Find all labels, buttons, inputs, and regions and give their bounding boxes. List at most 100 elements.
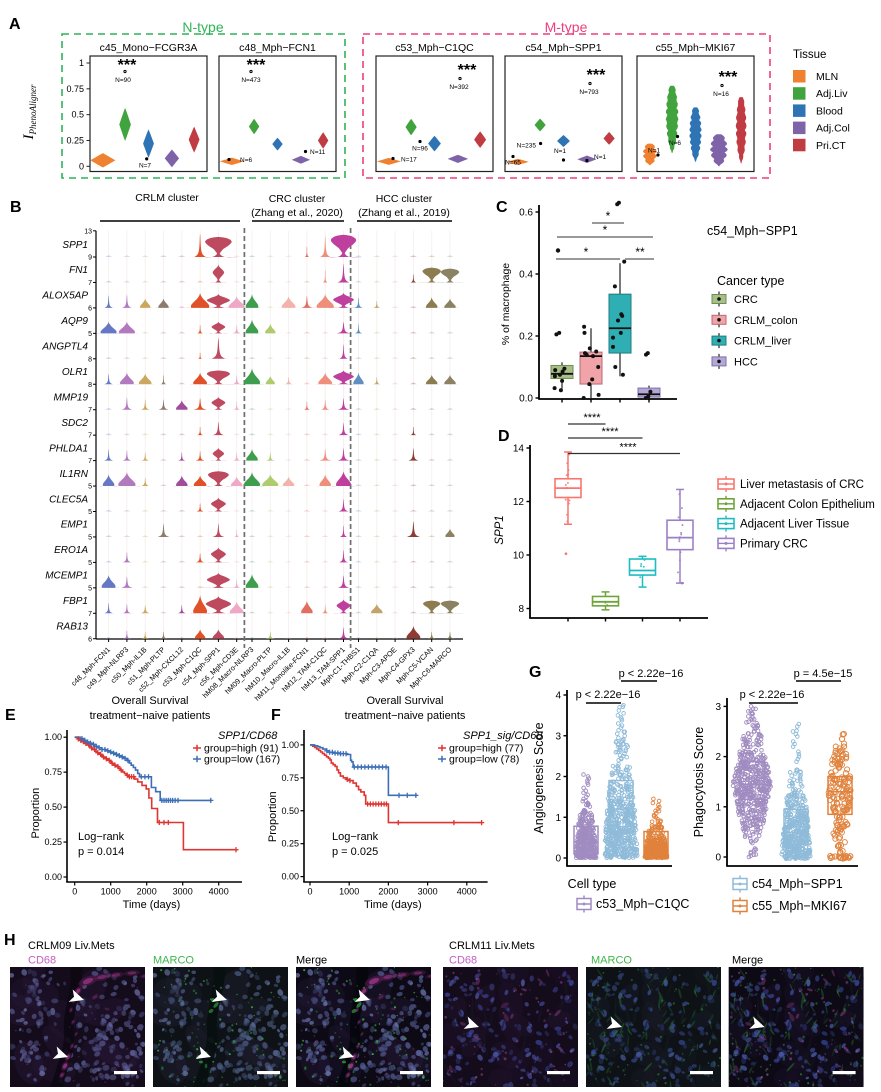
svg-text:c54_Mph−SPP1: c54_Mph−SPP1 bbox=[707, 224, 798, 238]
svg-text:treatment−naive patients: treatment−naive patients bbox=[90, 710, 211, 722]
svg-text:SPP1/CD68: SPP1/CD68 bbox=[218, 730, 278, 742]
svg-text:Adj.Col: Adj.Col bbox=[816, 123, 850, 135]
svg-text:***: *** bbox=[247, 57, 266, 74]
svg-text:***: *** bbox=[118, 57, 137, 74]
svg-text:N=6: N=6 bbox=[240, 157, 252, 164]
svg-text:ALOX5AP: ALOX5AP bbox=[41, 291, 88, 302]
svg-text:10: 10 bbox=[513, 551, 525, 562]
svg-text:Adjacent Liver Tissue: Adjacent Liver Tissue bbox=[740, 519, 849, 531]
svg-text:IPhenoAligner: IPhenoAligner bbox=[21, 84, 38, 140]
svg-text:N=16: N=16 bbox=[713, 91, 729, 98]
svg-text:N=96: N=96 bbox=[412, 146, 428, 153]
svg-text:1000: 1000 bbox=[339, 887, 359, 897]
svg-text:N=793: N=793 bbox=[579, 89, 599, 96]
svg-text:MARCO: MARCO bbox=[591, 955, 632, 967]
svg-text:CRLM_liver: CRLM_liver bbox=[734, 336, 792, 348]
svg-text:7: 7 bbox=[88, 458, 92, 465]
svg-text:ERO1A: ERO1A bbox=[54, 545, 88, 556]
svg-text:SPP1: SPP1 bbox=[494, 515, 506, 544]
svg-text:Proportion: Proportion bbox=[267, 791, 279, 842]
svg-text:***: *** bbox=[587, 67, 606, 84]
svg-text:RAB13: RAB13 bbox=[56, 622, 88, 633]
svg-text:N=7: N=7 bbox=[139, 163, 151, 170]
svg-text:N=90: N=90 bbox=[115, 77, 131, 84]
svg-text:2000: 2000 bbox=[137, 887, 157, 897]
svg-text:OLR1: OLR1 bbox=[62, 367, 88, 378]
svg-text:G: G bbox=[529, 664, 541, 681]
svg-text:Log−rank: Log−rank bbox=[78, 831, 125, 843]
svg-text:0.5: 0.5 bbox=[71, 110, 84, 120]
svg-text:0.75: 0.75 bbox=[281, 773, 299, 783]
svg-text:N=392: N=392 bbox=[449, 84, 469, 91]
svg-text:IL1RN: IL1RN bbox=[60, 469, 89, 480]
svg-text:1: 1 bbox=[715, 802, 721, 813]
svg-text:group=low (78): group=low (78) bbox=[449, 754, 519, 766]
svg-text:N=1: N=1 bbox=[648, 148, 660, 155]
svg-text:Cancer type: Cancer type bbox=[717, 274, 784, 288]
svg-text:7: 7 bbox=[88, 407, 92, 414]
svg-text:p < 2.22e−16: p < 2.22e−16 bbox=[619, 668, 684, 680]
svg-text:5: 5 bbox=[88, 585, 92, 592]
svg-text:p < 2.22e−16: p < 2.22e−16 bbox=[740, 689, 805, 701]
svg-text:0.50: 0.50 bbox=[44, 802, 62, 812]
svg-text:Overall Survival: Overall Survival bbox=[111, 695, 188, 707]
svg-text:CRC: CRC bbox=[734, 294, 758, 306]
svg-text:Log−rank: Log−rank bbox=[332, 831, 379, 843]
svg-text:0.25: 0.25 bbox=[281, 839, 299, 849]
svg-text:5: 5 bbox=[88, 509, 92, 516]
svg-text:*: * bbox=[606, 209, 611, 223]
svg-text:Liver metastasis of CRC: Liver metastasis of CRC bbox=[740, 479, 864, 491]
svg-text:C: C bbox=[496, 199, 508, 216]
svg-text:5: 5 bbox=[88, 560, 92, 567]
svg-text:4000: 4000 bbox=[457, 887, 477, 897]
svg-text:Merge: Merge bbox=[296, 955, 327, 967]
svg-text:c54_Mph−SPP1: c54_Mph−SPP1 bbox=[525, 42, 601, 54]
svg-text:***: *** bbox=[458, 62, 477, 79]
svg-text:N=6: N=6 bbox=[669, 140, 681, 147]
svg-text:Pri.CT: Pri.CT bbox=[816, 140, 846, 152]
svg-text:CD68: CD68 bbox=[449, 955, 477, 967]
svg-text:12: 12 bbox=[513, 497, 525, 508]
svg-text:3: 3 bbox=[715, 702, 721, 713]
svg-text:13: 13 bbox=[84, 228, 92, 235]
svg-text:5: 5 bbox=[88, 534, 92, 541]
svg-text:1: 1 bbox=[555, 813, 561, 824]
svg-text:Primary CRC: Primary CRC bbox=[740, 538, 808, 550]
svg-text:FBP1: FBP1 bbox=[63, 596, 88, 607]
svg-text:Cell type: Cell type bbox=[568, 877, 617, 891]
svg-text:c45_Mono−FCGR3A: c45_Mono−FCGR3A bbox=[100, 42, 198, 54]
svg-text:N=1: N=1 bbox=[594, 154, 606, 161]
svg-text:N=473: N=473 bbox=[241, 77, 261, 84]
svg-text:PHLDA1: PHLDA1 bbox=[49, 443, 88, 454]
svg-text:HCC cluster: HCC cluster bbox=[376, 193, 433, 205]
svg-text:8: 8 bbox=[88, 356, 92, 363]
svg-text:Tissue: Tissue bbox=[793, 49, 826, 61]
svg-text:0.00: 0.00 bbox=[281, 872, 299, 882]
svg-text:p = 0.014: p = 0.014 bbox=[78, 846, 124, 858]
svg-text:**: ** bbox=[635, 245, 645, 259]
svg-text:***: *** bbox=[719, 69, 738, 86]
svg-text:N=11: N=11 bbox=[310, 149, 326, 156]
svg-text:FN1: FN1 bbox=[69, 265, 88, 276]
svg-text:1: 1 bbox=[79, 58, 84, 68]
svg-text:0.2: 0.2 bbox=[519, 332, 533, 343]
svg-text:treatment−naive patients: treatment−naive patients bbox=[345, 710, 466, 722]
svg-text:Overall Survival: Overall Survival bbox=[366, 695, 443, 707]
svg-text:CRLM cluster: CRLM cluster bbox=[135, 192, 199, 204]
svg-text:p < 2.22e−16: p < 2.22e−16 bbox=[576, 689, 641, 701]
svg-text:ANGPTL4: ANGPTL4 bbox=[41, 342, 88, 353]
svg-text:1.00: 1.00 bbox=[44, 732, 62, 742]
svg-text:HCC: HCC bbox=[734, 356, 758, 368]
svg-text:F: F bbox=[271, 707, 281, 724]
svg-text:6: 6 bbox=[88, 305, 92, 312]
svg-text:c55_Mph−MKI67: c55_Mph−MKI67 bbox=[752, 899, 847, 913]
svg-text:3: 3 bbox=[555, 731, 561, 742]
svg-text:*: * bbox=[603, 223, 608, 237]
svg-text:2: 2 bbox=[555, 772, 561, 783]
svg-text:c53_Mph−C1QC: c53_Mph−C1QC bbox=[596, 897, 689, 911]
svg-text:SPP1_sig/CD68: SPP1_sig/CD68 bbox=[463, 730, 543, 742]
svg-text:B: B bbox=[10, 199, 22, 216]
svg-text:6: 6 bbox=[88, 636, 92, 643]
svg-text:CRLM09 Liv.Mets: CRLM09 Liv.Mets bbox=[28, 940, 115, 952]
svg-text:c54_Mph−SPP1: c54_Mph−SPP1 bbox=[752, 877, 843, 891]
